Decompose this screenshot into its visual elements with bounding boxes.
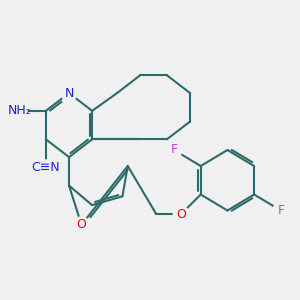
Text: C≡N: C≡N	[32, 161, 60, 174]
Circle shape	[61, 85, 77, 101]
Text: NH₂: NH₂	[7, 104, 31, 117]
Text: F: F	[277, 204, 284, 217]
Circle shape	[166, 142, 182, 158]
Circle shape	[11, 103, 27, 119]
Circle shape	[173, 206, 189, 222]
Circle shape	[74, 217, 89, 233]
Circle shape	[273, 203, 289, 218]
Text: N: N	[64, 86, 74, 100]
Circle shape	[38, 160, 54, 176]
Text: O: O	[76, 218, 86, 231]
Text: O: O	[176, 208, 186, 220]
Text: F: F	[170, 143, 178, 157]
